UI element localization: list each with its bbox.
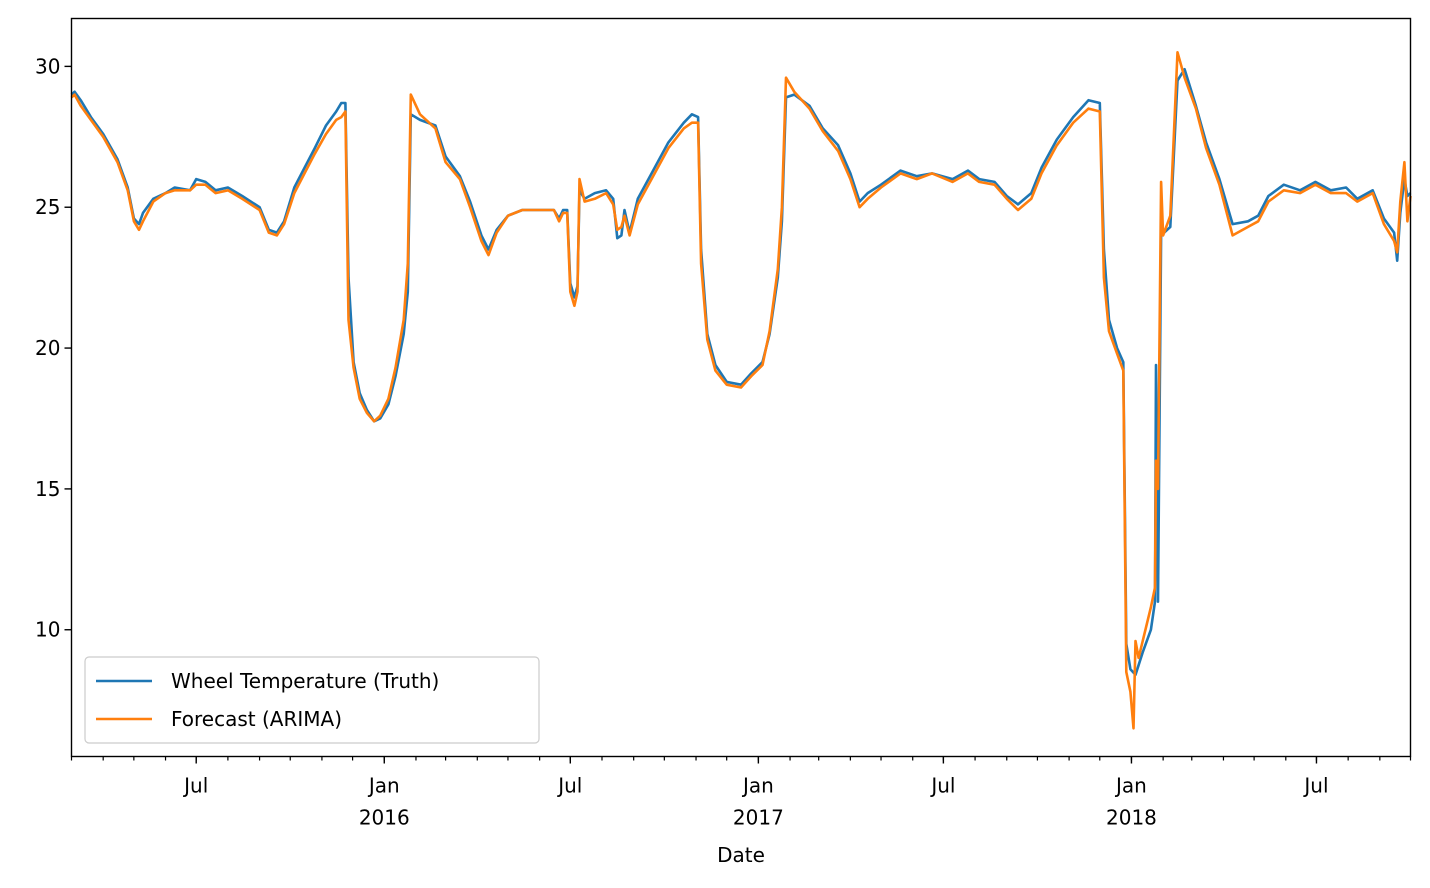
y-tick-label: 10	[35, 618, 60, 642]
x-tick-year-label: 2016	[359, 806, 410, 830]
legend-label-1: Wheel Temperature (Truth)	[171, 669, 439, 693]
x-tick-label: Jul	[182, 774, 208, 798]
x-tick-year-label: 2018	[1106, 806, 1157, 830]
plot-frame	[70, 17, 1412, 758]
x-tick-label: Jul	[556, 774, 582, 798]
x-tick-label: Jul	[1302, 774, 1328, 798]
x-tick-label: Jul	[929, 774, 955, 798]
x-axis-label: Date	[717, 843, 765, 867]
y-tick-label: 20	[35, 336, 60, 360]
series-layer	[70, 51, 1412, 730]
y-tick-label: 30	[35, 54, 60, 78]
legend: Wheel Temperature (Truth) Forecast (ARIMA…	[84, 656, 540, 744]
x-tick-label: Jan	[1114, 774, 1147, 798]
x-axis: Jul Jan 2016 Jul Jan 2017 Jul Jan 2018 Jul	[70, 756, 1412, 830]
legend-label-2: Forecast (ARIMA)	[171, 707, 342, 731]
y-tick-label: 25	[35, 195, 60, 219]
y-axis: 10 15 20 25 30	[35, 54, 72, 642]
y-tick-label: 15	[35, 477, 60, 501]
x-tick-label: Jan	[367, 774, 400, 798]
series-line-2	[70, 51, 1412, 730]
legend-box	[84, 656, 540, 744]
x-tick-label: Jan	[741, 774, 774, 798]
x-tick-year-label: 2017	[733, 806, 784, 830]
